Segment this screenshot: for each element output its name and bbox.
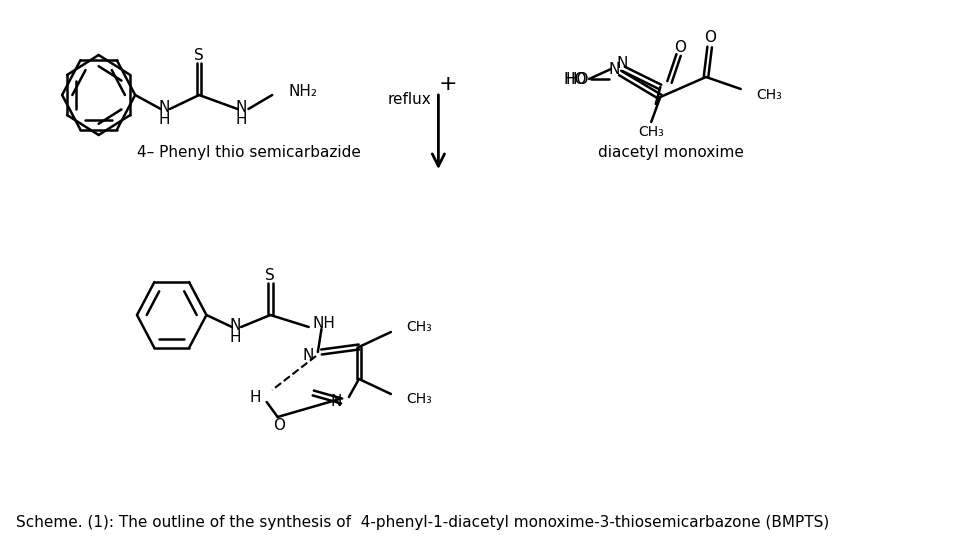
Text: S: S xyxy=(266,268,276,282)
Text: CH₃: CH₃ xyxy=(406,392,432,406)
Text: S: S xyxy=(194,48,204,62)
Text: NH₂: NH₂ xyxy=(289,83,318,99)
Text: H: H xyxy=(229,330,241,345)
Text: HO: HO xyxy=(565,72,589,87)
Text: N: N xyxy=(302,349,314,364)
Text: N: N xyxy=(235,100,247,114)
Text: +: + xyxy=(438,74,457,94)
Text: 4– Phenyl thio semicarbazide: 4– Phenyl thio semicarbazide xyxy=(137,145,361,159)
Text: diacetyl monoxime: diacetyl monoxime xyxy=(598,145,744,159)
Text: O: O xyxy=(675,40,686,55)
Text: O: O xyxy=(274,418,285,434)
Text: O: O xyxy=(704,29,715,44)
Text: CH₃: CH₃ xyxy=(756,88,782,102)
Text: Scheme. (1): The outline of the synthesis of  4-phenyl-1-diacetyl monoxime-3-thi: Scheme. (1): The outline of the synthesi… xyxy=(16,515,829,530)
Text: NH: NH xyxy=(312,315,335,331)
Text: H: H xyxy=(158,112,170,126)
Text: CH₃: CH₃ xyxy=(638,125,664,139)
Text: N: N xyxy=(609,61,620,76)
Text: CH₃: CH₃ xyxy=(406,320,432,334)
Text: HO: HO xyxy=(564,72,588,87)
Text: H: H xyxy=(250,390,261,405)
Text: H: H xyxy=(235,112,247,126)
Text: N: N xyxy=(230,318,241,332)
Text: N: N xyxy=(330,393,342,409)
Text: reflux: reflux xyxy=(387,93,431,107)
Text: N: N xyxy=(158,100,170,114)
Text: N: N xyxy=(616,56,628,72)
